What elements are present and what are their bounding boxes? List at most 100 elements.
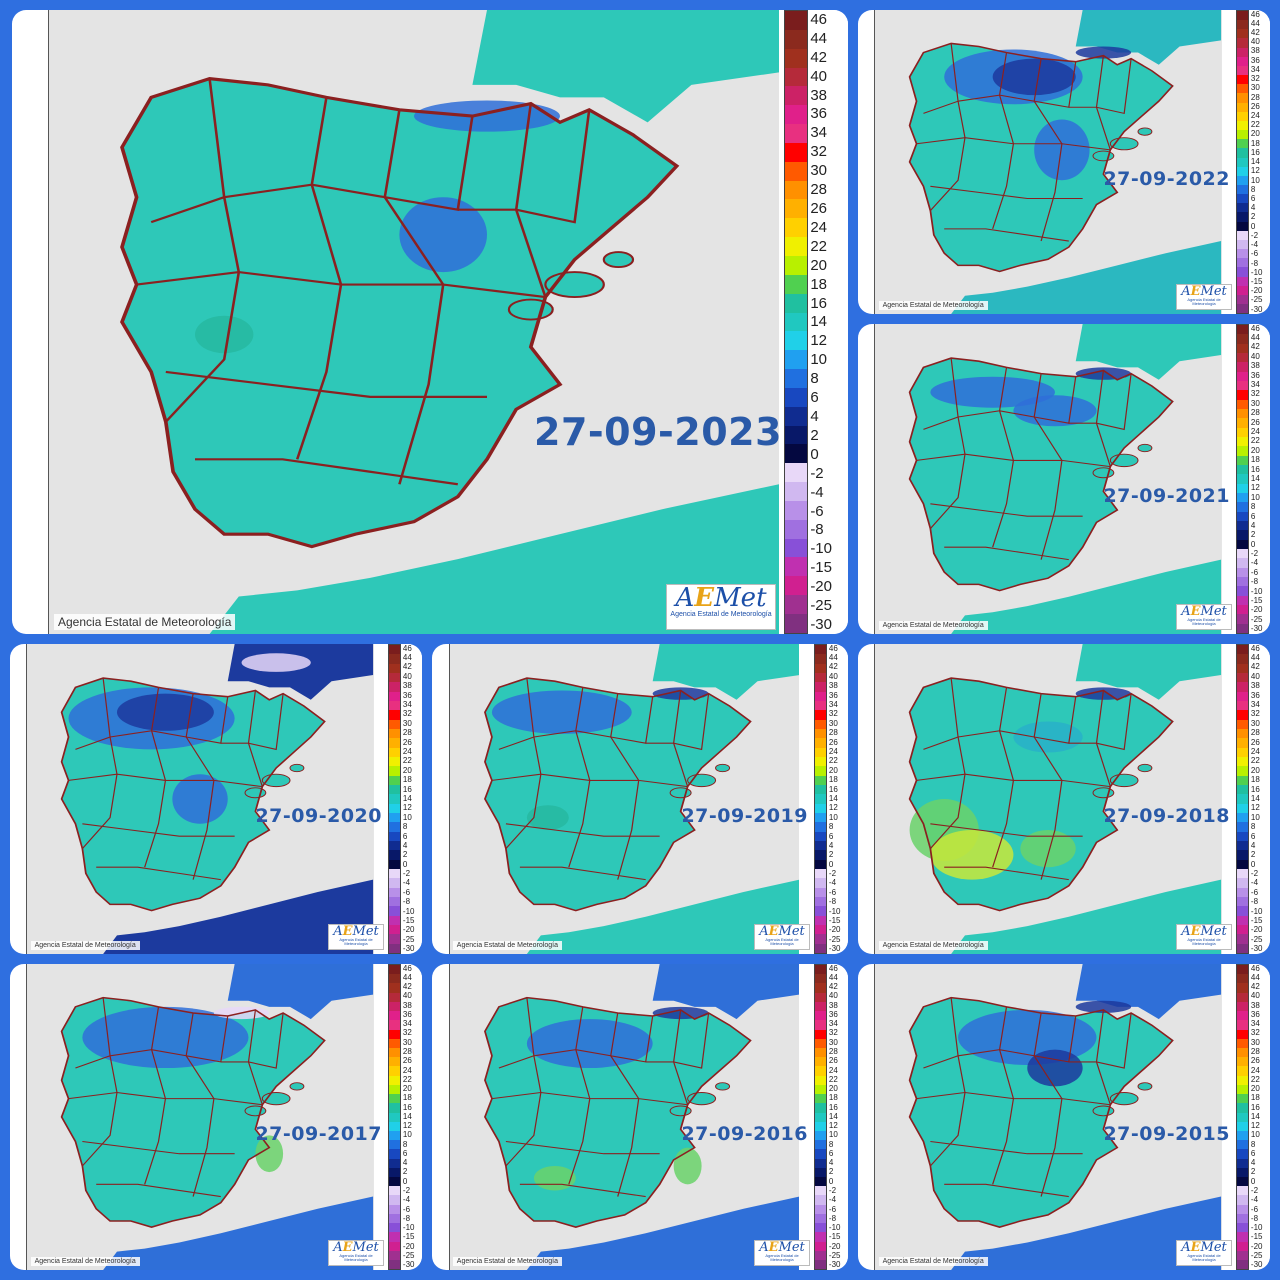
scale-swatch — [1237, 530, 1248, 540]
map-panel-2021: 46 44 42 40 38 36 34 32 30 28 26 24 22 20 18 16 14 12 10 8 6… — [858, 324, 1270, 634]
scale-label: 40 — [1250, 37, 1260, 47]
scale-label: 8 — [828, 1139, 834, 1149]
scale-swatch — [815, 1241, 826, 1251]
scale-label: 0 — [828, 859, 834, 869]
scale-swatch — [389, 1204, 400, 1214]
province-border — [164, 197, 241, 423]
balearic-island — [1137, 1082, 1153, 1091]
scale-label: 12 — [402, 1121, 412, 1131]
credit-text: Agencia Estatal de Meteorología — [452, 1257, 562, 1266]
iberia-land — [910, 358, 1174, 591]
scale-swatch — [815, 1158, 826, 1168]
scale-swatch — [389, 803, 400, 813]
scale-label: -2 — [828, 1186, 837, 1195]
scale-swatch — [1237, 38, 1248, 48]
province-border — [248, 1061, 264, 1105]
scale-label: -8 — [402, 897, 411, 907]
scale-swatch — [1237, 992, 1248, 1002]
scale-label: 26 — [1250, 417, 1260, 427]
aemet-logo: AEMet Agencia Estatal de Meteorología — [754, 1240, 810, 1266]
scale-label: 4 — [828, 840, 834, 850]
scale-swatch — [815, 1140, 826, 1150]
scale-label: 12 — [810, 332, 827, 350]
balearic-island — [669, 1105, 692, 1117]
scale-label: -20 — [828, 1241, 841, 1251]
scale-label: -6 — [828, 887, 837, 897]
scale-swatch — [1237, 111, 1248, 121]
scale-label: 22 — [1250, 436, 1260, 446]
balearic-island — [1092, 467, 1115, 479]
scale-label: 38 — [1250, 681, 1260, 691]
scale-label: 28 — [1250, 1047, 1260, 1057]
scale-label: 30 — [1250, 718, 1260, 728]
scale-label: -20 — [828, 925, 841, 935]
color-scale: 46 44 42 40 38 36 34 32 30 28 26 24 22 20 18 16 14 12 10 8 6… — [784, 10, 848, 634]
scale-swatch — [1237, 1204, 1248, 1214]
scale-label: 36 — [1250, 370, 1260, 380]
scale-swatch — [1237, 794, 1248, 804]
province-border — [944, 866, 1070, 881]
scale-swatch — [1237, 304, 1248, 314]
scale-label: 16 — [1250, 147, 1260, 157]
scale-label: -10 — [1250, 1223, 1263, 1233]
scale-swatch — [1237, 1121, 1248, 1131]
scale-label: 24 — [1250, 111, 1260, 121]
scale-label: 44 — [1250, 333, 1260, 343]
scale-label: 30 — [810, 162, 827, 180]
scale-label: 46 — [828, 644, 838, 653]
province-border — [1096, 693, 1133, 751]
scale-swatch — [785, 142, 808, 162]
scale-label: 12 — [1250, 166, 1260, 176]
scale-label: 44 — [828, 972, 838, 982]
africa-coast — [951, 559, 1222, 634]
scale-swatch — [815, 1195, 826, 1205]
scale-swatch — [389, 1047, 400, 1058]
scale-label: -25 — [828, 934, 841, 944]
province-border — [992, 94, 1015, 230]
scale-label: -6 — [402, 1204, 411, 1214]
scale-label: -15 — [402, 916, 415, 926]
scale-label: 34 — [828, 700, 838, 710]
scale-label: 0 — [828, 1176, 834, 1186]
africa-coast — [526, 1196, 800, 1270]
scale-swatch — [815, 1020, 826, 1030]
scale-swatch — [1237, 1084, 1248, 1095]
scale-swatch — [815, 682, 826, 692]
scale-label: -15 — [828, 916, 841, 926]
logo-wordmark: AEMet — [667, 585, 775, 611]
scale-label: 10 — [1250, 492, 1260, 502]
scale-label: 24 — [1250, 1065, 1260, 1075]
scale-swatch — [785, 350, 808, 370]
scale-swatch — [815, 775, 826, 785]
scale-swatch — [389, 983, 400, 993]
scale-swatch — [1237, 1232, 1248, 1242]
map-date: 27-09-2019 — [681, 805, 808, 828]
scale-swatch — [815, 1075, 826, 1085]
africa-coast — [526, 879, 800, 954]
scale-label: 30 — [402, 1037, 412, 1047]
scale-label: -6 — [1250, 887, 1259, 897]
scale-swatch — [389, 831, 400, 841]
scale-label: 34 — [1250, 700, 1260, 710]
scale-label: -30 — [828, 1260, 841, 1270]
scale-swatch — [815, 1232, 826, 1242]
scale-swatch — [1237, 175, 1248, 185]
scale-swatch — [389, 1103, 400, 1113]
province-border — [505, 823, 660, 837]
scale-swatch — [815, 1011, 826, 1021]
scale-label: 42 — [1250, 342, 1260, 352]
temperature-zone — [1034, 119, 1091, 181]
scale-swatch — [1237, 728, 1248, 739]
temperature-map — [26, 964, 374, 1270]
scale-swatch — [1237, 1260, 1248, 1270]
scale-label: 10 — [810, 351, 827, 369]
scale-bar — [1236, 644, 1249, 954]
scale-swatch — [389, 1066, 400, 1076]
province-border — [248, 743, 264, 787]
coastline — [909, 357, 1175, 592]
scale-label: 8 — [1250, 502, 1256, 512]
province-border — [1034, 1055, 1063, 1197]
scale-label: 42 — [810, 48, 827, 66]
scale-label: 18 — [1250, 1093, 1260, 1103]
province-border — [82, 1055, 119, 1167]
